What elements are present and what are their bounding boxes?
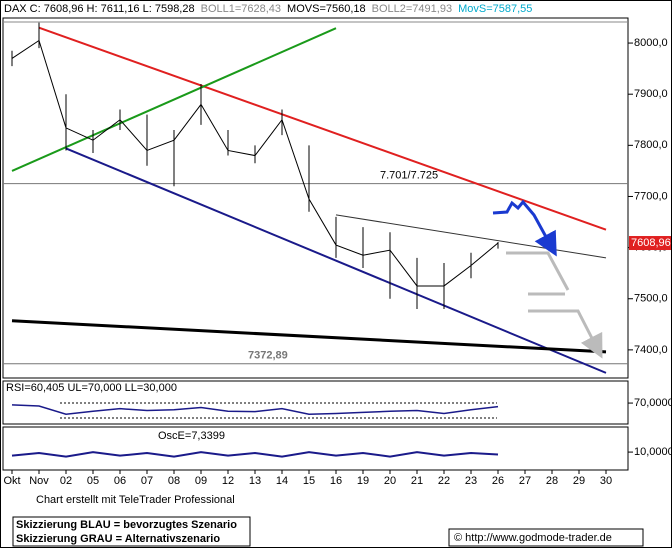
x-tick-label: 28: [546, 475, 558, 487]
gray-scenario: [506, 251, 597, 348]
x-tick-label: 07: [141, 475, 153, 487]
x-tick-label: 15: [303, 475, 315, 487]
x-tick-label: 26: [492, 475, 504, 487]
trendline: [11, 319, 607, 354]
y-tick-label: 10,0000: [634, 446, 672, 458]
x-tick-label: 13: [249, 475, 261, 487]
x-tick-label: 06: [114, 475, 126, 487]
x-tick-label: 30: [600, 475, 612, 487]
last-label: 7608,96: [631, 237, 671, 249]
header-item: DAX C: 7608,96 H: 7611,16 L: 7598,28: [4, 3, 195, 15]
x-tick-label: 09: [195, 475, 207, 487]
x-tick-label: 27: [519, 475, 531, 487]
legend-box: [12, 516, 251, 547]
y-tick-label: 7400,0: [634, 344, 668, 356]
x-tick-label: 08: [168, 475, 180, 487]
plot: 8000,07900,07800,07700,07600,07500,07400…: [3, 22, 672, 487]
x-tick-label: 05: [87, 475, 99, 487]
x-tick-label: 19: [357, 475, 369, 487]
header-item: MovS=7587,55: [458, 3, 532, 15]
blue-scenario: [492, 199, 557, 257]
header: DAX C: 7608,96 H: 7611,16 L: 7598,28 BOLL…: [4, 3, 532, 15]
x-tick-label: 14: [276, 475, 288, 487]
copyright: © http://www.godmode-trader.de: [454, 532, 612, 544]
price-line: [11, 39, 499, 287]
header-item: BOLL1=7628,43: [201, 3, 281, 15]
header-item: BOLL2=7491,93: [372, 3, 452, 15]
y-tick-label: 70,0000: [634, 397, 672, 409]
osc-title: OscE=7,3399: [158, 430, 225, 442]
x-tick-label: Nov: [29, 475, 49, 487]
last-tag: [629, 236, 671, 251]
footer: Chart erstellt mit TeleTrader Profession…: [36, 494, 235, 506]
x-tick-label: 23: [465, 475, 477, 487]
y-tick-label: 8000,0: [634, 37, 668, 49]
x-tick-label: 12: [222, 475, 234, 487]
x-tick-label: 22: [438, 475, 450, 487]
x-tick-label: 02: [60, 475, 72, 487]
header-item: MOVS=7560,18: [287, 3, 366, 15]
rsi-line: [11, 404, 499, 416]
x-tick-label: 29: [573, 475, 585, 487]
price-panel: [2, 17, 629, 379]
price-clip: [3, 22, 628, 374]
x-tick-label: 16: [330, 475, 342, 487]
osc-line: [11, 451, 499, 458]
x-tick-label: 21: [411, 475, 423, 487]
legend-text: Skizzierung BLAU = bevorzugtes Szenario: [16, 519, 237, 531]
osc-panel: [2, 426, 629, 471]
trendline: [65, 147, 607, 374]
x-tick-label: 20: [384, 475, 396, 487]
y-tick-label: 7900,0: [634, 88, 668, 100]
rsi-panel: [2, 380, 629, 425]
y-tick-label: 7800,0: [634, 139, 668, 151]
level-label: 7.701/7.725: [380, 170, 438, 182]
level-label: 7372,89: [248, 350, 288, 362]
x-tick-label: Okt: [3, 475, 20, 487]
rsi-title: RSI=60,405 UL=70,000 LL=30,000: [6, 382, 177, 394]
trendline: [335, 214, 607, 259]
copyright-box: [448, 528, 644, 547]
y-tick-label: 7500,0: [634, 293, 668, 305]
trendline: [38, 26, 607, 231]
legend-text: Skizzierung GRAU = Alternativszenario: [16, 533, 220, 545]
y-tick-label: 7700,0: [634, 190, 668, 202]
